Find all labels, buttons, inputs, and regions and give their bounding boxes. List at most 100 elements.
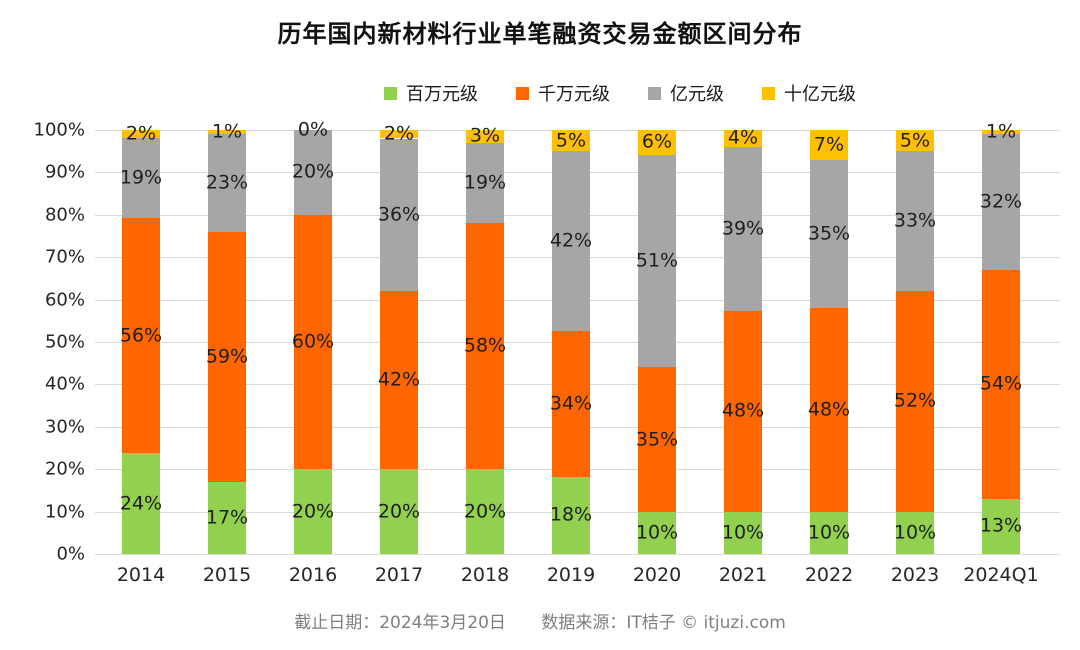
bar-2019: 18% 34% 42% 5% 2019: [547, 130, 595, 586]
legend-label: 十亿元级: [784, 84, 856, 105]
legend-item-0: 百万元级: [384, 80, 478, 106]
legend-swatch-icon: [516, 86, 529, 100]
data-label: 58%: [463, 334, 507, 357]
data-label: 35%: [807, 222, 851, 245]
gridline: [95, 554, 1060, 555]
segment-亿元级: 20%: [291, 130, 335, 215]
segment-亿元级: 35%: [807, 159, 851, 309]
segment-十亿元级: 2%: [380, 124, 418, 143]
data-label: 33%: [893, 209, 937, 232]
data-label: 19%: [463, 171, 507, 194]
legend-label: 亿元级: [670, 84, 724, 105]
x-axis-label: 2016: [288, 564, 338, 586]
data-label: 39%: [721, 217, 765, 240]
data-label: 20%: [291, 500, 335, 523]
segment-十亿元级: 3%: [466, 124, 504, 147]
y-tick-label: 100%: [33, 119, 85, 141]
segment-百万元级: 10%: [807, 511, 851, 554]
data-label: 6%: [641, 130, 673, 153]
x-axis-label: 2018: [460, 564, 510, 586]
segment-百万元级: 20%: [291, 469, 335, 554]
legend-label: 千万元级: [538, 84, 610, 105]
segment-百万元级: 24%: [120, 453, 162, 554]
segment-十亿元级: 5%: [896, 130, 934, 152]
x-axis-label: 2019: [546, 564, 596, 586]
y-tick-label: 0%: [56, 543, 85, 565]
segment-千万元级: 35%: [635, 366, 679, 513]
segment-千万元级: 60%: [292, 214, 334, 470]
bar-2018: 20% 58% 19% 3% 2018: [461, 124, 509, 586]
legend-item-3: 十亿元级: [762, 80, 856, 106]
legend-swatch-icon: [762, 86, 775, 100]
data-label: 4%: [727, 126, 759, 149]
x-axis-label: 2014: [116, 564, 166, 586]
segment-百万元级: 10%: [721, 512, 765, 554]
bar-2014: 24% 56% 19% 2% 2014: [117, 124, 165, 586]
y-tick-label: 90%: [44, 161, 85, 183]
x-axis-label: 2015: [202, 564, 252, 586]
segment-百万元级: 17%: [205, 481, 249, 554]
segment-亿元级: 51%: [635, 154, 679, 367]
data-label: 42%: [377, 368, 421, 391]
segment-十亿元级: 1%: [208, 122, 246, 141]
x-axis-label: 2022: [804, 564, 854, 586]
data-label: 17%: [205, 506, 249, 529]
data-label: 10%: [721, 521, 765, 544]
x-axis-label: 2024Q1: [963, 564, 1039, 586]
data-label: 54%: [979, 372, 1023, 395]
y-tick-label: 20%: [44, 458, 85, 480]
data-label: 32%: [979, 190, 1023, 213]
data-label: 23%: [205, 171, 249, 194]
bar-2023: 10% 52% 33% 5% 2023: [891, 130, 939, 586]
data-label: 10%: [635, 521, 679, 544]
segment-百万元级: 13%: [980, 498, 1022, 554]
data-label: 0%: [297, 118, 329, 141]
segment-千万元级: 59%: [206, 231, 248, 482]
segment-十亿元级: 4%: [724, 126, 762, 149]
segment-十亿元级: 2%: [122, 124, 160, 143]
data-label: 2%: [383, 122, 415, 145]
segment-亿元级: 33%: [893, 151, 937, 292]
chart-footer: 截止日期：2024年3月20日 数据来源：IT桔子 © itjuzi.com: [0, 608, 1080, 633]
footer-source: 数据来源：IT桔子 © itjuzi.com: [541, 613, 786, 633]
segment-亿元级: 39%: [721, 146, 765, 311]
data-label: 2%: [125, 122, 157, 145]
segment-百万元级: 20%: [463, 469, 507, 554]
y-tick-label: 70%: [44, 246, 85, 268]
data-label: 20%: [463, 500, 507, 523]
segment-百万元级: 20%: [377, 469, 421, 554]
segment-亿元级: 36%: [378, 138, 420, 292]
segment-亿元级: 42%: [550, 151, 592, 332]
data-label: 56%: [119, 324, 163, 347]
data-label: 1%: [211, 120, 243, 143]
data-label: 51%: [635, 249, 679, 272]
footer-deadline: 截止日期：2024年3月20日: [294, 613, 506, 633]
legend-swatch-icon: [384, 86, 397, 100]
bar-2024Q1: 13% 54% 32% 1% 2024Q1: [963, 122, 1038, 586]
segment-亿元级: 23%: [205, 134, 249, 232]
data-label: 20%: [377, 500, 421, 523]
segment-千万元级: 58%: [463, 223, 507, 470]
segment-百万元级: 10%: [894, 511, 936, 554]
chart-title: 历年国内新材料行业单笔融资交易金额区间分布: [277, 20, 803, 48]
y-tick-label: 80%: [44, 204, 85, 226]
legend-label: 百万元级: [406, 84, 478, 105]
bar-2021: 10% 48% 39% 4% 2021: [719, 126, 767, 586]
x-axis-label: 2023: [890, 564, 940, 586]
segment-千万元级: 34%: [550, 331, 592, 477]
segment-亿元级: 19%: [463, 142, 507, 224]
data-label: 20%: [291, 160, 335, 183]
data-label: 3%: [469, 124, 501, 147]
data-label: 35%: [635, 428, 679, 451]
x-axis-label: 2017: [374, 564, 424, 586]
x-axis-label: 2020: [632, 564, 682, 586]
data-label: 48%: [807, 398, 851, 421]
y-tick-label: 60%: [44, 289, 85, 311]
segment-千万元级: 48%: [722, 310, 764, 513]
bar-2017: 20% 42% 36% 2% 2017: [375, 124, 423, 586]
data-label: 10%: [807, 521, 851, 544]
y-tick-label: 50%: [44, 331, 85, 353]
data-label: 7%: [813, 133, 845, 156]
bar-2020: 10% 35% 51% 6% 2020: [633, 130, 681, 586]
